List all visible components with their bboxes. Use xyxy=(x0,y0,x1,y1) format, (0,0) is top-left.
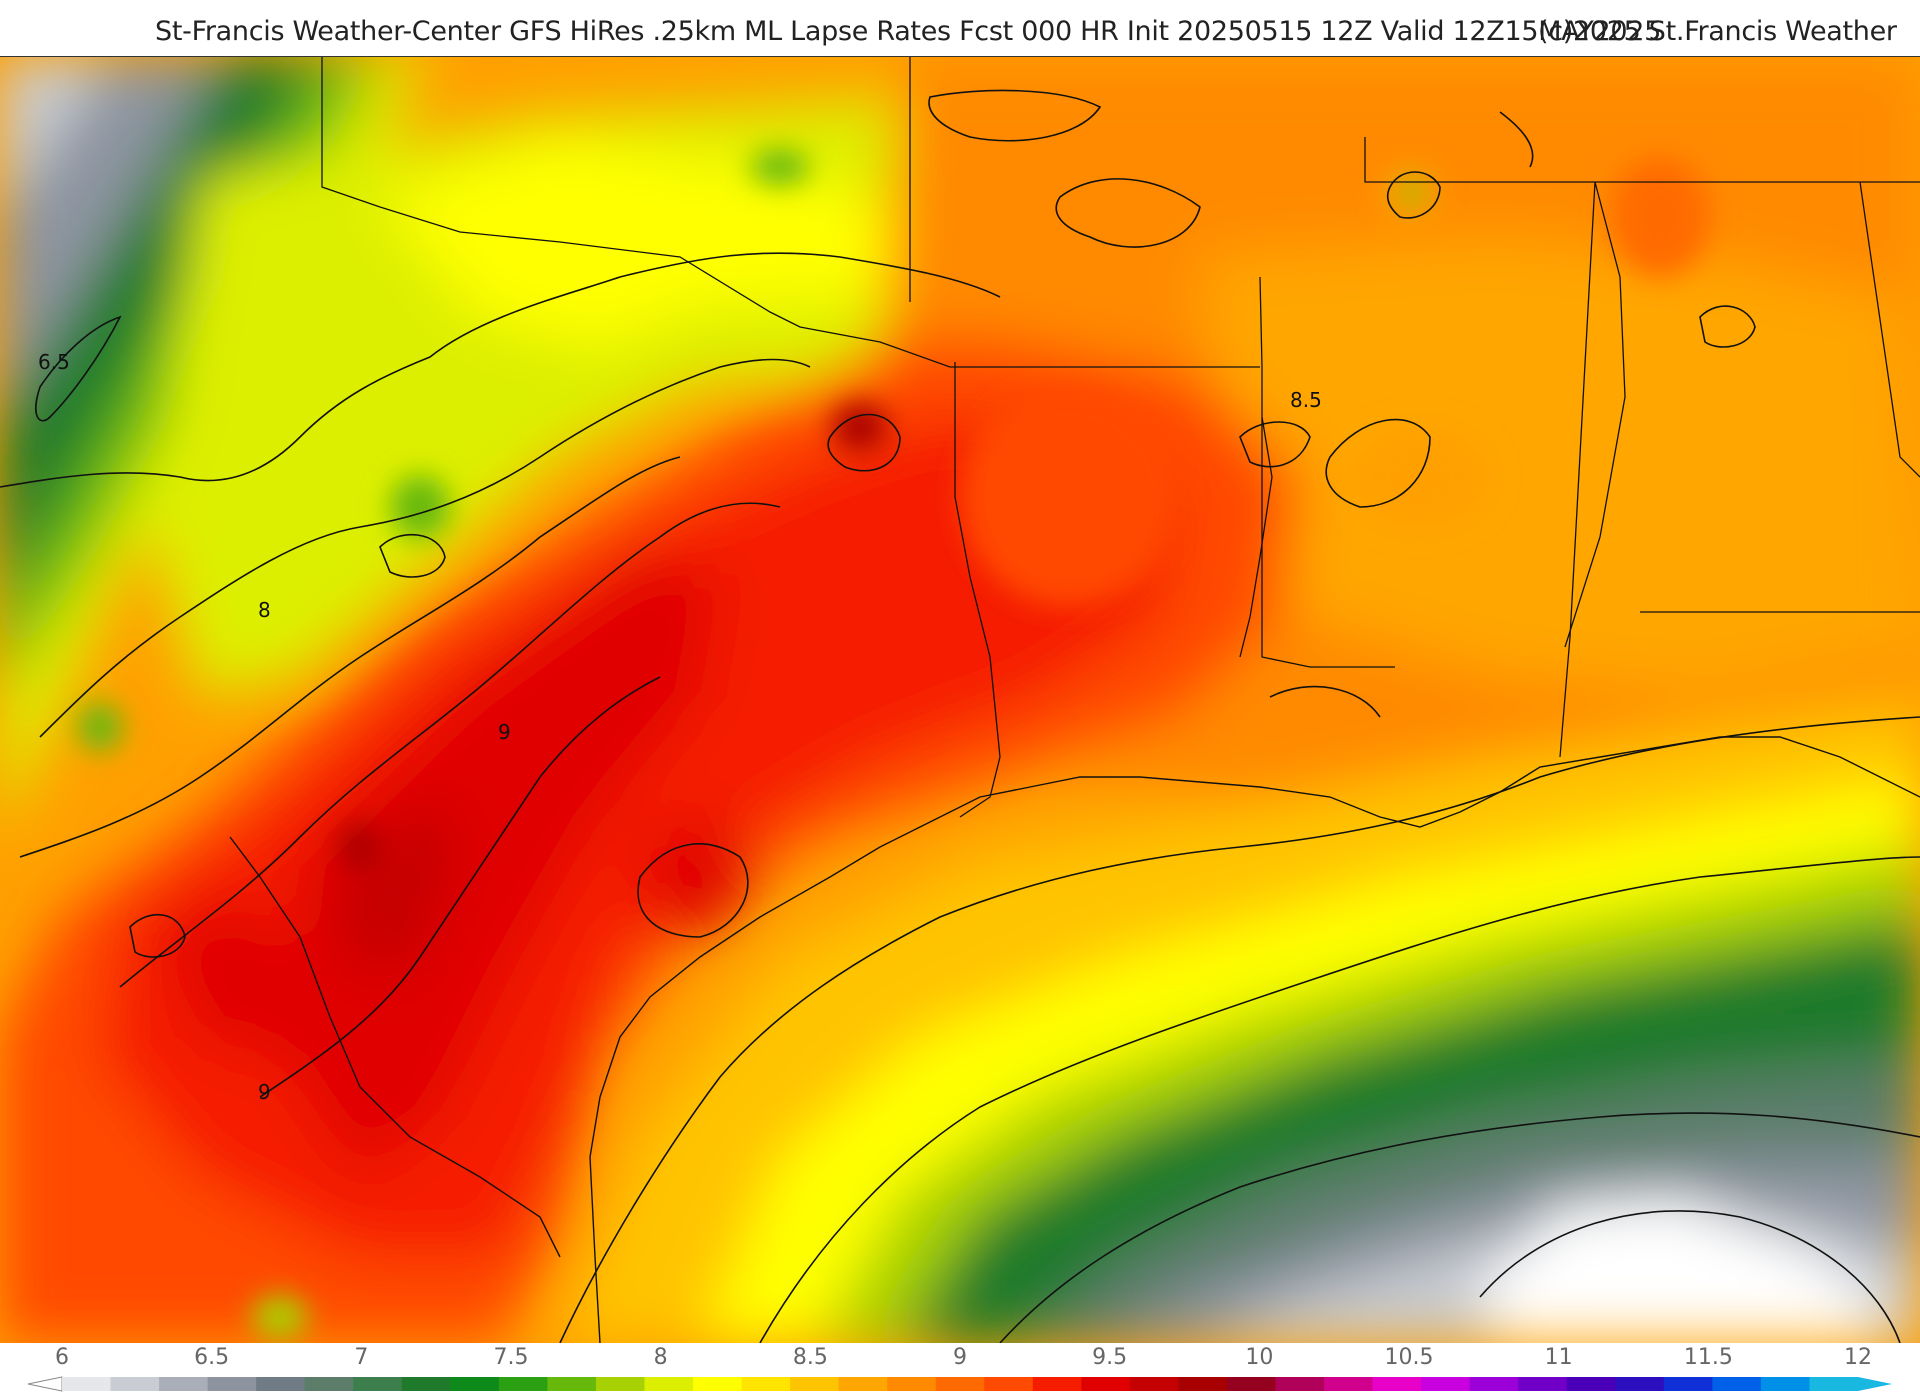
colorbar-tick-label: 6 xyxy=(55,1345,69,1370)
colorbar-swatch xyxy=(984,1377,1034,1391)
colorbar-swatch xyxy=(1566,1377,1616,1391)
copyright-notice: (c)2025 St.Francis Weather xyxy=(1538,16,1897,47)
colorbar-swatch xyxy=(450,1377,500,1391)
colorbar-swatch xyxy=(401,1377,451,1391)
colorbar-min-arrow xyxy=(27,1376,63,1392)
colorbar-scale xyxy=(27,1376,1892,1392)
colorbar-tick-label: 7.5 xyxy=(493,1345,529,1370)
colorbar: 6 6.5 7 7.5 8 8.5 9 9.5 10 10.5 11 11.5 12 xyxy=(0,1343,1920,1400)
contour-label-6-5: 6.5 xyxy=(38,350,70,374)
colorbar-tick-label: 6.5 xyxy=(194,1345,230,1370)
map-canvas: 6.5 8 9 9 8.5 xyxy=(0,57,1920,1343)
colorbar-swatch xyxy=(693,1377,743,1391)
field-details xyxy=(78,149,1710,1339)
colorbar-tick-label: 9.5 xyxy=(1092,1345,1128,1370)
colorbar-swatch xyxy=(1809,1377,1859,1391)
colorbar-swatch xyxy=(1421,1377,1471,1391)
colorbar-swatch xyxy=(790,1377,840,1391)
colorbar-swatch xyxy=(644,1377,694,1391)
colorbar-tick-label: 9 xyxy=(953,1345,967,1370)
colorbar-swatch xyxy=(304,1377,354,1391)
colorbar-swatch xyxy=(887,1377,937,1391)
colorbar-swatch xyxy=(741,1377,791,1391)
colorbar-swatch xyxy=(159,1377,209,1391)
contour-labels: 6.5 8 9 9 8.5 xyxy=(38,350,1322,1104)
colorbar-swatch xyxy=(207,1377,257,1391)
colorbar-swatch xyxy=(498,1377,548,1391)
colorbar-tick-label: 7 xyxy=(354,1345,369,1370)
colorbar-swatch xyxy=(547,1377,597,1391)
title-bar: St-Francis Weather-Center GFS HiRes .25k… xyxy=(0,0,1920,56)
colorbar-swatch xyxy=(1032,1377,1082,1391)
colorbar-swatch xyxy=(1663,1377,1713,1391)
state-borders xyxy=(321,57,1920,818)
colorbar-tick-label: 10 xyxy=(1245,1345,1274,1370)
colorbar-swatch xyxy=(1226,1377,1277,1391)
colorbar-tick-label: 8 xyxy=(653,1345,668,1370)
coastline xyxy=(229,736,1920,1343)
colorbar-swatch xyxy=(1615,1377,1665,1391)
colorbar-swatch xyxy=(1372,1377,1422,1391)
colorbar-swatch xyxy=(110,1377,160,1391)
colorbar-tick-label: 10.5 xyxy=(1384,1345,1434,1370)
colorbar-tick-label: 11 xyxy=(1544,1345,1573,1370)
colorbar-swatch xyxy=(1712,1377,1762,1391)
colorbar-swatch xyxy=(1760,1377,1810,1391)
colorbar-swatch xyxy=(1129,1377,1179,1391)
colorbar-swatch xyxy=(256,1377,306,1391)
contour-label-9-south: 9 xyxy=(258,1080,271,1104)
map-title: St-Francis Weather-Center GFS HiRes .25k… xyxy=(155,16,1661,47)
contour-label-8: 8 xyxy=(258,598,271,622)
contour-label-9-north: 9 xyxy=(498,720,511,744)
colorbar-tick-label: 11.5 xyxy=(1683,1345,1733,1370)
contour-label-8-5: 8.5 xyxy=(1290,388,1322,412)
colorbar-tick-label: 8.5 xyxy=(792,1345,828,1370)
contour-lines xyxy=(0,89,1920,1343)
colorbar-swatch xyxy=(1469,1377,1519,1391)
colorbar-tick-label: 12 xyxy=(1844,1345,1872,1370)
colorbar-swatch xyxy=(1081,1377,1131,1391)
colorbar-max-arrow xyxy=(1858,1377,1892,1391)
lapse-rate-map[interactable]: 6.5 8 9 9 8.5 xyxy=(0,56,1920,1344)
colorbar-swatch xyxy=(353,1377,403,1391)
colorbar-swatch xyxy=(62,1377,112,1391)
colorbar-swatch xyxy=(1275,1377,1325,1391)
colorbar-swatch xyxy=(595,1377,645,1391)
colorbar-swatch xyxy=(1324,1377,1374,1391)
colorbar-swatch xyxy=(838,1377,888,1391)
colorbar-swatch xyxy=(935,1377,985,1391)
colorbar-swatch xyxy=(1518,1377,1568,1391)
colorbar-swatch xyxy=(1178,1377,1228,1391)
